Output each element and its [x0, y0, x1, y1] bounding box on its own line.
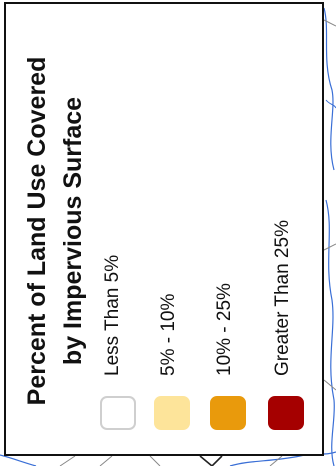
- legend-label-less-than-5: Less Than 5%: [102, 254, 123, 376]
- legend-swatch-10-25: [210, 396, 246, 430]
- legend-swatch-5-10: [154, 396, 190, 430]
- legend-swatch-less-than-5: [100, 396, 136, 430]
- road-line: [99, 455, 113, 466]
- road-line: [323, 243, 336, 251]
- stream-line: [325, 99, 336, 109]
- legend-panel: Percent of Land Use Covered by Imperviou…: [4, 2, 324, 456]
- stream-line: [323, 7, 335, 171]
- road-line: [199, 455, 213, 466]
- road-line: [149, 455, 161, 466]
- stream-line: [229, 451, 336, 466]
- legend-label-greater-than-25: Greater Than 25%: [272, 220, 293, 376]
- legend-label-10-25: 10% - 25%: [214, 283, 235, 376]
- legend-label-5-10: 5% - 10%: [158, 293, 179, 376]
- road-line: [211, 455, 223, 466]
- legend-title-line-2: by Impervious Surface: [59, 96, 87, 366]
- road-line: [323, 19, 336, 27]
- legend-title-line-1: Percent of Land Use Covered: [23, 56, 51, 406]
- road-line: [269, 455, 283, 466]
- stream-line: [0, 454, 37, 466]
- road-line: [59, 455, 76, 466]
- stream-line: [325, 199, 335, 466]
- legend-swatch-greater-than-25: [268, 396, 304, 430]
- road-line: [323, 379, 336, 391]
